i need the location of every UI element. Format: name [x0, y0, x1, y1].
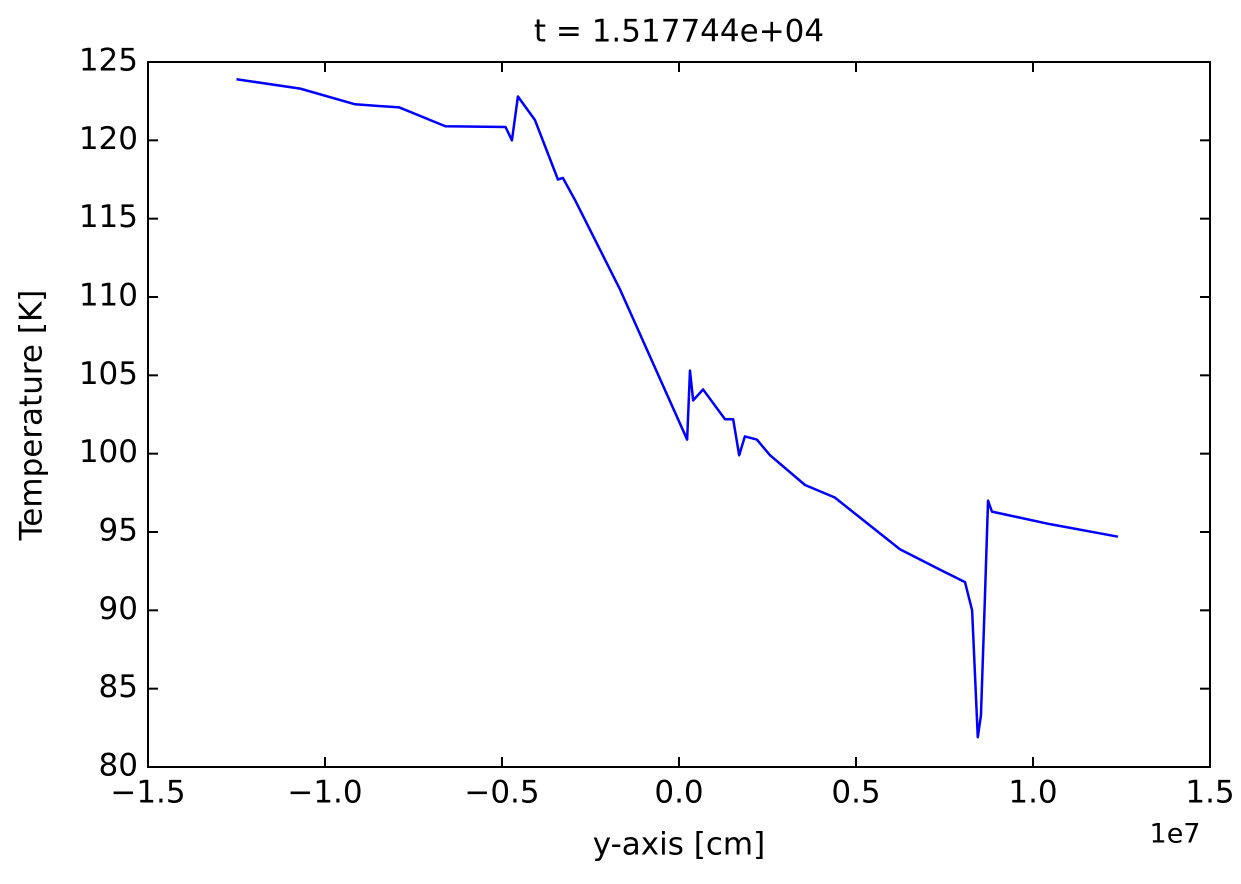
- y-tick-label: 95: [99, 513, 138, 549]
- x-offset-label: 1e7: [1150, 819, 1201, 850]
- x-tick-label: −0.5: [464, 775, 539, 811]
- plot-frame: [147, 61, 1211, 768]
- y-tick-label: 115: [79, 199, 138, 235]
- y-tick-label: 80: [99, 748, 138, 784]
- y-tick-label: 85: [99, 669, 138, 705]
- y-tick-label: 120: [79, 121, 138, 157]
- y-axis-label: Temperature [K]: [14, 290, 50, 542]
- chart-title: t = 1.517744e+04: [534, 14, 824, 50]
- data-line: [236, 77, 1119, 739]
- x-tick-label: −1.5: [110, 775, 185, 811]
- y-tick-label: 90: [99, 591, 138, 627]
- y-tick-label: 100: [79, 434, 138, 470]
- x-tick-label: 1.5: [1185, 775, 1234, 811]
- y-tick-label: 110: [79, 278, 138, 314]
- x-tick-label: 0.0: [654, 775, 703, 811]
- x-axis-label: y-axis [cm]: [593, 827, 765, 863]
- x-tick-label: −1.0: [287, 775, 362, 811]
- y-tick-label: 125: [79, 43, 138, 79]
- x-tick-label: 0.5: [831, 775, 880, 811]
- y-tick-label: 105: [79, 356, 138, 392]
- x-tick-label: 1.0: [1008, 775, 1057, 811]
